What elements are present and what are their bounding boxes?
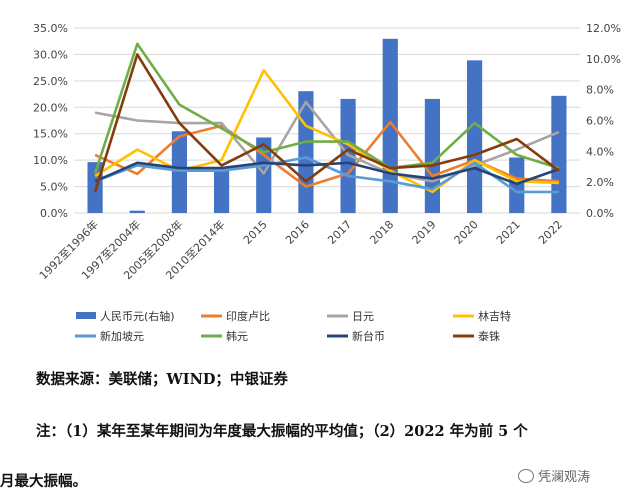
left-axis-tick-label: 35.0% <box>33 22 68 35</box>
left-axis-tick-label: 10.0% <box>33 154 68 167</box>
series-line <box>93 42 560 174</box>
left-axis-ticks: 0.0% 5.0% 10.0% 15.0% 20.0% 25.0% 30.0% 35.0% <box>33 22 68 220</box>
right-axis-tick-label: 8.0% <box>586 84 614 97</box>
watermark-text: 凭澜观涛 <box>538 470 591 485</box>
legend-label: 新加坡元 <box>100 329 144 343</box>
bar <box>509 157 525 213</box>
right-axis-tick-label: 6.0% <box>586 115 614 128</box>
line-series <box>93 42 560 194</box>
left-axis-tick-label: 5.0% <box>40 181 68 194</box>
left-axis-tick-label: 0.0% <box>40 207 68 220</box>
left-axis-tick-label: 30.0% <box>33 48 68 61</box>
left-axis-tick-label: 20.0% <box>33 101 68 114</box>
bar-series <box>87 38 567 213</box>
legend-label: 泰铢 <box>478 329 500 343</box>
x-axis-tick-label: 2018 <box>367 218 396 247</box>
series-line <box>93 53 560 193</box>
left-axis-tick-label: 15.0% <box>33 128 68 141</box>
x-axis-tick-label: 2015 <box>241 218 270 247</box>
chart: 0.0% 5.0% 10.0% 15.0% 20.0% 25.0% 30.0% 35.0% 0… <box>33 22 621 343</box>
bar <box>129 210 145 213</box>
left-axis-tick-label: 25.0% <box>33 75 68 88</box>
x-axis-tick-label: 2021 <box>494 218 523 247</box>
right-axis-tick-label: 2.0% <box>586 176 614 189</box>
legend-swatch <box>76 312 96 319</box>
bar <box>171 131 188 213</box>
right-axis-ticks: 0.0% 2.0% 4.0% 6.0% 8.0% 10.0% 12.0% <box>586 22 621 220</box>
bar <box>213 169 230 213</box>
legend-label: 日元 <box>352 310 374 323</box>
bar <box>466 60 483 213</box>
right-axis-tick-label: 4.0% <box>586 145 614 158</box>
right-axis-tick-label: 12.0% <box>586 22 621 35</box>
series-line <box>94 120 559 188</box>
legend-label: 韩元 <box>226 329 248 343</box>
right-axis-tick-label: 0.0% <box>586 207 614 220</box>
legend-label: 林吉特 <box>478 309 511 323</box>
legend-label: 印度卢比 <box>226 309 270 323</box>
bar <box>382 38 398 213</box>
x-axis-tick-label: 2022 <box>536 218 565 247</box>
legend-label: 人民币元(右轴) <box>100 309 175 323</box>
watermark: 凭澜观涛 <box>518 466 590 485</box>
right-axis-tick-label: 10.0% <box>586 53 621 66</box>
wechat-icon <box>518 468 534 483</box>
note-line-2: 月最大振幅。 <box>0 473 87 490</box>
x-axis-tick-label: 2020 <box>452 218 481 247</box>
x-axis-tick-label: 2017 <box>325 218 354 247</box>
legend-label: 新台币 <box>352 329 385 343</box>
x-axis-tick-label: 2019 <box>410 218 439 247</box>
bar <box>424 98 441 213</box>
source-text: 数据来源：美联储；WIND；中银证券 <box>36 371 288 388</box>
note-line-1: 注：（1）某年至某年期间为年度最大振幅的平均值；（2）2022 年为前 5 个 <box>36 423 528 440</box>
x-axis-ticks: 1992至1996年1997至2004年2005至2008年2010至2014年… <box>36 217 565 282</box>
x-axis-tick-label: 2016 <box>283 218 312 247</box>
bar <box>551 95 567 213</box>
